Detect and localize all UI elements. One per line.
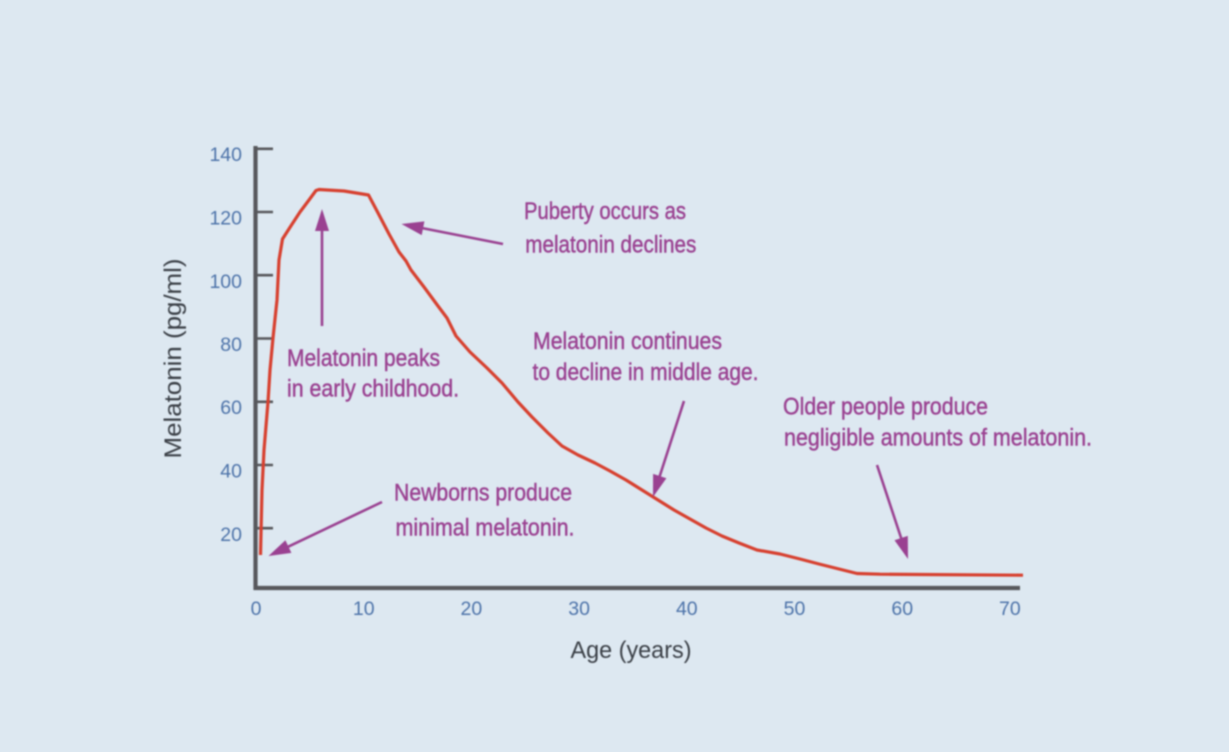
svg-text:Melatonin (pg/ml): Melatonin (pg/ml): [160, 259, 187, 459]
svg-text:50: 50: [784, 598, 806, 620]
svg-text:20: 20: [220, 524, 242, 546]
svg-text:60: 60: [891, 598, 913, 620]
svg-text:melatonin declines: melatonin declines: [525, 231, 696, 258]
svg-text:40: 40: [220, 461, 242, 483]
svg-text:Newborns produce: Newborns produce: [394, 480, 572, 507]
svg-text:10: 10: [353, 598, 375, 620]
svg-text:minimal melatonin.: minimal melatonin.: [396, 515, 575, 542]
svg-text:30: 30: [568, 598, 590, 620]
svg-text:120: 120: [209, 208, 242, 230]
svg-text:Melatonin peaks: Melatonin peaks: [287, 345, 440, 372]
svg-text:60: 60: [220, 397, 242, 419]
svg-text:Older people produce: Older people produce: [783, 393, 988, 420]
svg-text:in early childhood.: in early childhood.: [287, 375, 459, 402]
svg-text:0: 0: [251, 598, 262, 620]
svg-text:140: 140: [209, 144, 242, 166]
svg-text:100: 100: [209, 271, 242, 293]
svg-text:40: 40: [676, 598, 698, 620]
svg-text:80: 80: [220, 334, 242, 356]
svg-text:Puberty occurs as: Puberty occurs as: [524, 198, 686, 225]
svg-text:70: 70: [999, 598, 1021, 620]
svg-text:20: 20: [461, 598, 483, 620]
svg-text:Age (years): Age (years): [571, 637, 692, 664]
svg-text:to decline in middle age.: to decline in middle age.: [533, 359, 759, 386]
svg-text:negligible amounts of melatoni: negligible amounts of melatonin.: [784, 424, 1092, 451]
svg-text:Melatonin continues: Melatonin continues: [533, 328, 722, 355]
